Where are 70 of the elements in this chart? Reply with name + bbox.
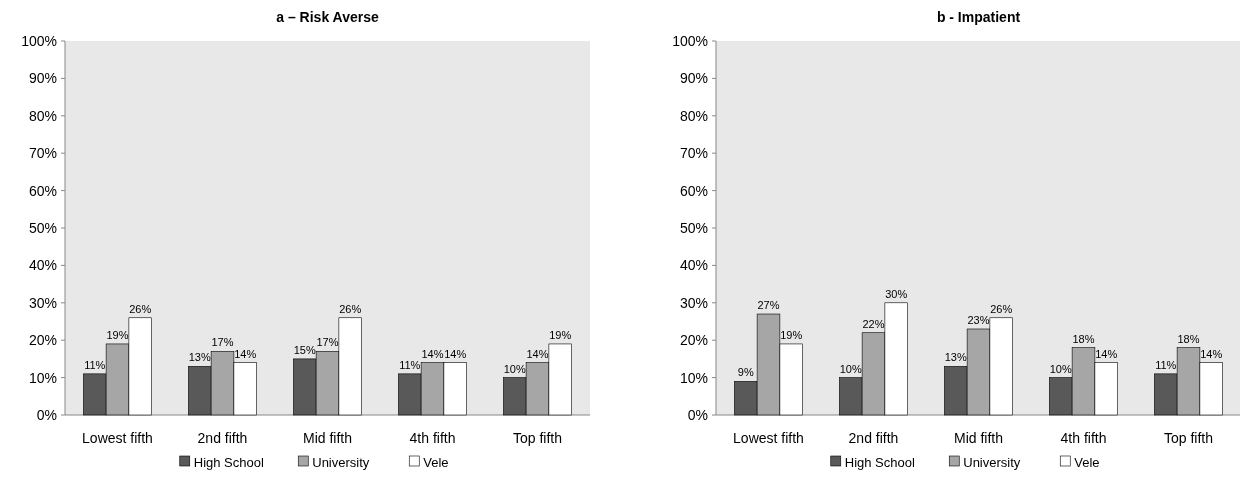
- data-label: 9%: [737, 366, 754, 379]
- y-tick-label: 40%: [679, 257, 708, 274]
- data-label: 18%: [1072, 332, 1095, 345]
- data-label: 17%: [211, 336, 234, 349]
- data-label: 19%: [780, 328, 803, 341]
- legend-label: University: [963, 454, 1021, 470]
- data-label: 14%: [1095, 347, 1118, 360]
- x-tick-label: 2nd fifth: [197, 430, 248, 446]
- data-label: 14%: [1200, 347, 1223, 360]
- y-tick-label: 60%: [679, 182, 708, 199]
- data-label: 27%: [757, 299, 780, 312]
- data-label: 22%: [862, 317, 885, 330]
- data-label: 23%: [967, 313, 990, 326]
- legend-label: High School: [844, 454, 915, 470]
- data-label: 14%: [526, 347, 549, 360]
- y-tick-label: 90%: [679, 70, 708, 87]
- data-label: 14%: [421, 347, 444, 360]
- data-label: 17%: [316, 336, 339, 349]
- y-tick-label: 60%: [28, 182, 57, 199]
- y-tick-label: 50%: [28, 219, 57, 236]
- x-tick-label: 4th fifth: [1060, 430, 1107, 446]
- data-label: 11%: [84, 358, 106, 371]
- x-tick-label: Top fifth: [1163, 430, 1214, 446]
- data-label: 11%: [1155, 358, 1177, 371]
- chart-title: a – Risk Averse: [276, 9, 379, 25]
- x-tick-label: Top fifth: [512, 430, 563, 446]
- chart-title: b - Impatient: [936, 9, 1021, 25]
- x-tick-label: Lowest fifth: [82, 430, 153, 446]
- y-tick-label: 20%: [28, 332, 57, 349]
- data-label: 14%: [234, 347, 257, 360]
- legend-label: University: [312, 454, 370, 470]
- data-label: 13%: [944, 351, 967, 364]
- y-tick-label: 40%: [28, 257, 57, 274]
- data-label: 10%: [839, 362, 862, 375]
- legend-label: High School: [193, 454, 264, 470]
- data-label: 26%: [990, 302, 1013, 315]
- y-tick-label: 30%: [679, 294, 708, 311]
- y-tick-label: 0%: [36, 406, 57, 423]
- x-tick-label: Mid fifth: [302, 430, 353, 446]
- y-tick-label: 0%: [687, 406, 708, 423]
- data-label: 26%: [129, 302, 152, 315]
- y-tick-label: 50%: [679, 219, 708, 236]
- y-tick-label: 70%: [28, 145, 57, 162]
- y-tick-label: 70%: [679, 145, 708, 162]
- y-tick-label: 100%: [672, 32, 708, 49]
- legend-label: Vele: [1074, 454, 1100, 470]
- y-tick-label: 90%: [28, 70, 57, 87]
- data-label: 26%: [339, 302, 362, 315]
- data-label: 10%: [1049, 362, 1072, 375]
- data-label: 10%: [503, 362, 526, 375]
- data-label: 15%: [293, 343, 316, 356]
- data-label: 30%: [885, 287, 908, 300]
- y-tick-label: 10%: [28, 369, 57, 386]
- data-label: 14%: [444, 347, 467, 360]
- y-tick-label: 10%: [679, 369, 708, 386]
- x-tick-label: 2nd fifth: [848, 430, 899, 446]
- y-tick-label: 80%: [28, 107, 57, 124]
- data-label: 13%: [188, 351, 211, 364]
- data-label: 19%: [549, 328, 572, 341]
- data-label: 11%: [399, 358, 421, 371]
- data-label: 19%: [106, 328, 129, 341]
- y-tick-label: 20%: [679, 332, 708, 349]
- x-tick-label: 4th fifth: [409, 430, 456, 446]
- x-tick-label: Mid fifth: [953, 430, 1004, 446]
- data-label: 18%: [1177, 332, 1200, 345]
- y-tick-label: 30%: [28, 294, 57, 311]
- legend-label: Vele: [423, 454, 449, 470]
- x-tick-label: Lowest fifth: [733, 430, 804, 446]
- y-tick-label: 80%: [679, 107, 708, 124]
- y-tick-label: 100%: [21, 32, 57, 49]
